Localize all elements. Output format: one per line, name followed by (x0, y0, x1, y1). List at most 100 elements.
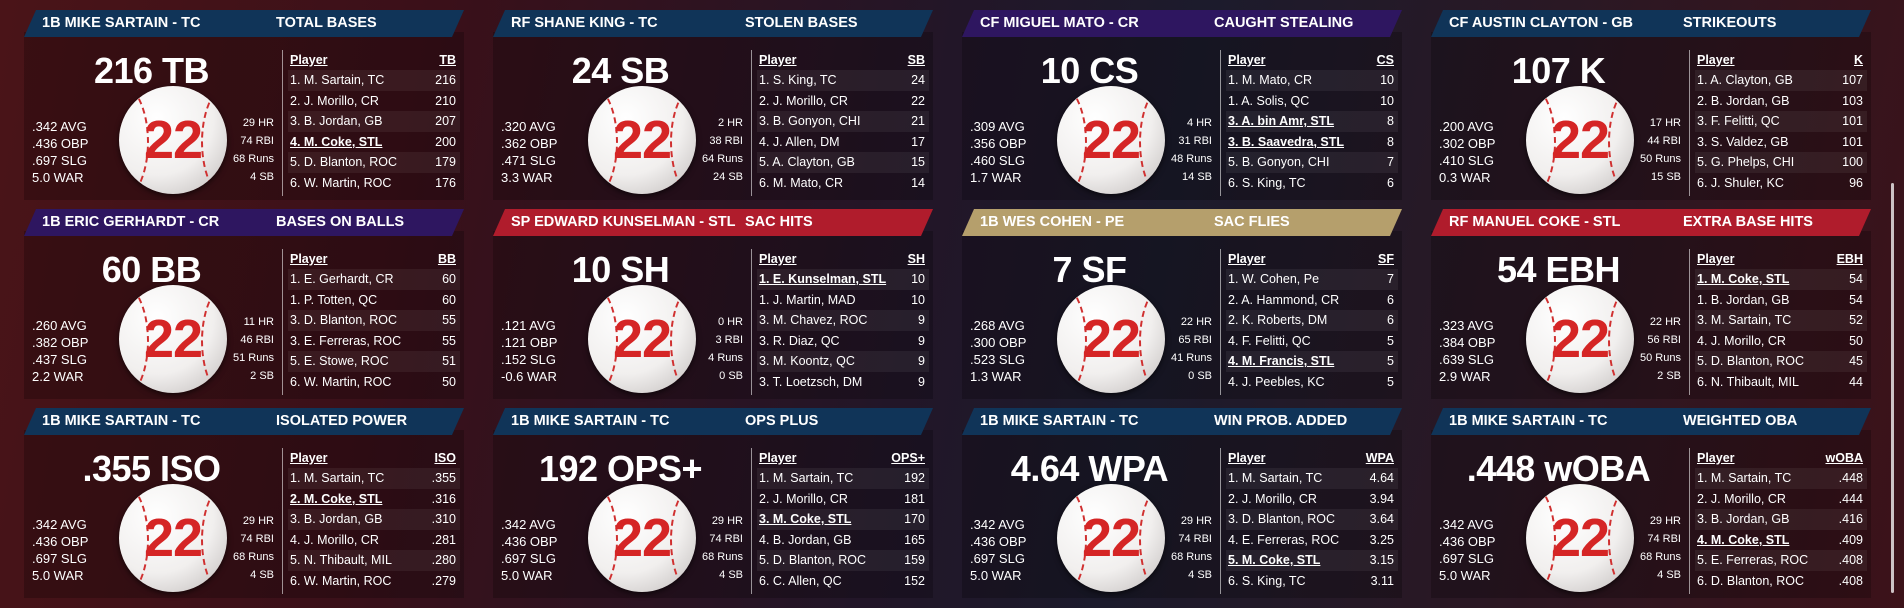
player-name[interactable]: 1B MIKE SARTAIN - TC (980, 413, 1139, 429)
leader-row[interactable]: 1. W. Cohen, Pe 7 (1226, 269, 1398, 290)
leader-row[interactable]: 2. M. Coke, STL .316 (288, 489, 460, 510)
scrollbar[interactable] (1891, 183, 1894, 593)
leader-card[interactable]: 1B MIKE SARTAIN - TC WIN PROB. ADDED 4.6… (962, 408, 1402, 598)
player-name[interactable]: CF AUSTIN CLAYTON - GB (1449, 15, 1633, 31)
leader-row[interactable]: 3. A. bin Amr, STL 8 (1226, 111, 1398, 132)
leader-row[interactable]: 3. T. Loetzsch, DM 9 (757, 372, 929, 393)
leader-row[interactable]: 1. M. Sartain, TC .355 (288, 468, 460, 489)
leader-row[interactable]: 1. M. Sartain, TC 216 (288, 70, 460, 91)
leader-row[interactable]: 6. W. Martin, ROC 176 (288, 173, 460, 194)
leader-row[interactable]: 6. C. Allen, QC 152 (757, 571, 929, 592)
leader-row[interactable]: 1. M. Mato, CR 10 (1226, 70, 1398, 91)
leader-row[interactable]: 3. B. Jordan, GB .310 (288, 509, 460, 530)
leader-row[interactable]: 4. M. Coke, STL .409 (1695, 530, 1867, 551)
leader-row[interactable]: 4. J. Allen, DM 17 (757, 132, 929, 153)
leader-row[interactable]: 1. J. Martin, MAD 10 (757, 290, 929, 311)
leader-card[interactable]: 1B MIKE SARTAIN - TC ISOLATED POWER .355… (24, 408, 464, 598)
leader-row[interactable]: 6. J. Shuler, KC 96 (1695, 173, 1867, 194)
stat-big-value: 216 TB (93, 50, 210, 91)
leader-card[interactable]: 1B WES COHEN - PE SAC FLIES 7 SF 22 .268… (962, 209, 1402, 399)
player-name[interactable]: RF MANUEL COKE - STL (1449, 214, 1621, 230)
player-name[interactable]: 1B WES COHEN - PE (980, 214, 1125, 230)
hr-stat: 22 HR (1180, 316, 1212, 328)
leader-row[interactable]: 6. S. King, TC 3.11 (1226, 571, 1398, 592)
leader-row[interactable]: 1. A. Clayton, GB 107 (1695, 70, 1867, 91)
leader-row[interactable]: 4. J. Morillo, CR 50 (1695, 331, 1867, 352)
player-name[interactable]: CF MIGUEL MATO - CR (980, 15, 1139, 31)
leader-row[interactable]: 3. D. Blanton, ROC 55 (288, 310, 460, 331)
leader-row[interactable]: 3. S. Valdez, GB 101 (1695, 132, 1867, 153)
leader-row[interactable]: 4. J. Morillo, CR .281 (288, 530, 460, 551)
leader-row[interactable]: 1. E. Gerhardt, CR 60 (288, 269, 460, 290)
leader-row[interactable]: 6. W. Martin, ROC .279 (288, 571, 460, 592)
leader-row[interactable]: 3. M. Coke, STL 170 (757, 509, 929, 530)
leader-row[interactable]: 3. R. Diaz, QC 9 (757, 331, 929, 352)
leader-row[interactable]: 6. M. Mato, CR 14 (757, 173, 929, 194)
leader-row[interactable]: 1. M. Sartain, TC .448 (1695, 468, 1867, 489)
leader-row[interactable]: 2. B. Jordan, GB 103 (1695, 91, 1867, 112)
leader-row[interactable]: 2. A. Hammond, CR 6 (1226, 290, 1398, 311)
leader-row[interactable]: 6. S. King, TC 6 (1226, 173, 1398, 194)
leader-row[interactable]: 3. E. Ferreras, ROC 55 (288, 331, 460, 352)
leader-row[interactable]: 5. D. Blanton, ROC 179 (288, 152, 460, 173)
leader-row[interactable]: 2. J. Morillo, CR 210 (288, 91, 460, 112)
leader-row[interactable]: 1. S. King, TC 24 (757, 70, 929, 91)
leader-row[interactable]: 3. B. Jordan, GB 207 (288, 111, 460, 132)
leader-row[interactable]: 6. N. Thibault, MIL 44 (1695, 372, 1867, 393)
leader-row[interactable]: 4. F. Felitti, QC 5 (1226, 331, 1398, 352)
leader-row[interactable]: 5. G. Phelps, CHI 100 (1695, 152, 1867, 173)
leader-row[interactable]: 4. M. Francis, STL 5 (1226, 351, 1398, 372)
leader-row[interactable]: 5. A. Clayton, GB 15 (757, 152, 929, 173)
leader-row[interactable]: 1. B. Jordan, GB 54 (1695, 290, 1867, 311)
leader-row[interactable]: 5. N. Thibault, MIL .280 (288, 550, 460, 571)
leader-row[interactable]: 4. M. Coke, STL 200 (288, 132, 460, 153)
leader-row[interactable]: 2. J. Morillo, CR .444 (1695, 489, 1867, 510)
leader-row[interactable]: 4. J. Peebles, KC 5 (1226, 372, 1398, 393)
leader-row[interactable]: 5. D. Blanton, ROC 45 (1695, 351, 1867, 372)
leader-row[interactable]: 5. B. Gonyon, CHI 7 (1226, 152, 1398, 173)
leader-row[interactable]: 5. D. Blanton, ROC 159 (757, 550, 929, 571)
leader-row[interactable]: 1. M. Sartain, TC 192 (757, 468, 929, 489)
leader-card[interactable]: 1B MIKE SARTAIN - TC TOTAL BASES 216 TB … (24, 10, 464, 200)
leader-row[interactable]: 6. D. Blanton, ROC .408 (1695, 571, 1867, 592)
card-background (1431, 32, 1871, 200)
leader-row[interactable]: 2. J. Morillo, CR 3.94 (1226, 489, 1398, 510)
player-name[interactable]: RF SHANE KING - TC (511, 15, 658, 31)
leader-row[interactable]: 3. B. Gonyon, CHI 21 (757, 111, 929, 132)
leader-card[interactable]: RF SHANE KING - TC STOLEN BASES 24 SB 22… (493, 10, 933, 200)
leader-row[interactable]: 3. B. Saavedra, STL 8 (1226, 132, 1398, 153)
leader-row[interactable]: 1. M. Sartain, TC 4.64 (1226, 468, 1398, 489)
leader-card[interactable]: CF MIGUEL MATO - CR CAUGHT STEALING 10 C… (962, 10, 1402, 200)
leader-row[interactable]: 5. M. Coke, STL 3.15 (1226, 550, 1398, 571)
player-name[interactable]: 1B MIKE SARTAIN - TC (511, 413, 670, 429)
leader-row[interactable]: 5. E. Stowe, ROC 51 (288, 351, 460, 372)
player-name[interactable]: SP EDWARD KUNSELMAN - STL (511, 214, 736, 230)
leader-row[interactable]: 3. B. Jordan, GB .416 (1695, 509, 1867, 530)
leader-row[interactable]: 3. M. Koontz, QC 9 (757, 351, 929, 372)
leader-row[interactable]: 1. P. Totten, QC 60 (288, 290, 460, 311)
leader-row[interactable]: 3. F. Felitti, QC 101 (1695, 111, 1867, 132)
leader-card[interactable]: 1B MIKE SARTAIN - TC OPS PLUS 192 OPS+ 2… (493, 408, 933, 598)
leader-card[interactable]: CF AUSTIN CLAYTON - GB STRIKEOUTS 107 K … (1431, 10, 1871, 200)
leader-row[interactable]: 1. E. Kunselman, STL 10 (757, 269, 929, 290)
leader-card[interactable]: 1B MIKE SARTAIN - TC WEIGHTED OBA .448 w… (1431, 408, 1871, 598)
leader-card[interactable]: RF MANUEL COKE - STL EXTRA BASE HITS 54 … (1431, 209, 1871, 399)
leader-row[interactable]: 5. E. Ferreras, ROC .408 (1695, 550, 1867, 571)
leader-row[interactable]: 6. W. Martin, ROC 50 (288, 372, 460, 393)
leader-row[interactable]: 4. B. Jordan, GB 165 (757, 530, 929, 551)
leader-row[interactable]: 1. A. Solis, QC 10 (1226, 91, 1398, 112)
leader-row[interactable]: 3. D. Blanton, ROC 3.64 (1226, 509, 1398, 530)
leader-row[interactable]: 1. M. Coke, STL 54 (1695, 269, 1867, 290)
player-name[interactable]: 1B MIKE SARTAIN - TC (42, 15, 201, 31)
leader-row[interactable]: 3. M. Sartain, TC 52 (1695, 310, 1867, 331)
leader-row[interactable]: 3. M. Chavez, ROC 9 (757, 310, 929, 331)
leader-card[interactable]: 1B ERIC GERHARDT - CR BASES ON BALLS 60 … (24, 209, 464, 399)
player-name[interactable]: 1B MIKE SARTAIN - TC (42, 413, 201, 429)
player-name[interactable]: 1B ERIC GERHARDT - CR (42, 214, 220, 230)
leader-row[interactable]: 2. J. Morillo, CR 181 (757, 489, 929, 510)
leader-row[interactable]: 2. J. Morillo, CR 22 (757, 91, 929, 112)
leader-row[interactable]: 4. E. Ferreras, ROC 3.25 (1226, 530, 1398, 551)
leader-card[interactable]: SP EDWARD KUNSELMAN - STL SAC HITS 10 SH… (493, 209, 933, 399)
leader-row[interactable]: 2. K. Roberts, DM 6 (1226, 310, 1398, 331)
player-name[interactable]: 1B MIKE SARTAIN - TC (1449, 413, 1608, 429)
